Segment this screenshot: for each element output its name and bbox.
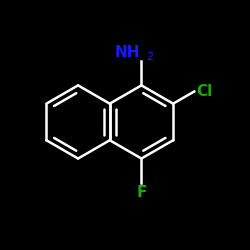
Text: Cl: Cl xyxy=(197,84,213,99)
Text: NH: NH xyxy=(115,45,140,60)
Text: F: F xyxy=(136,185,147,200)
Text: 2: 2 xyxy=(146,52,154,62)
